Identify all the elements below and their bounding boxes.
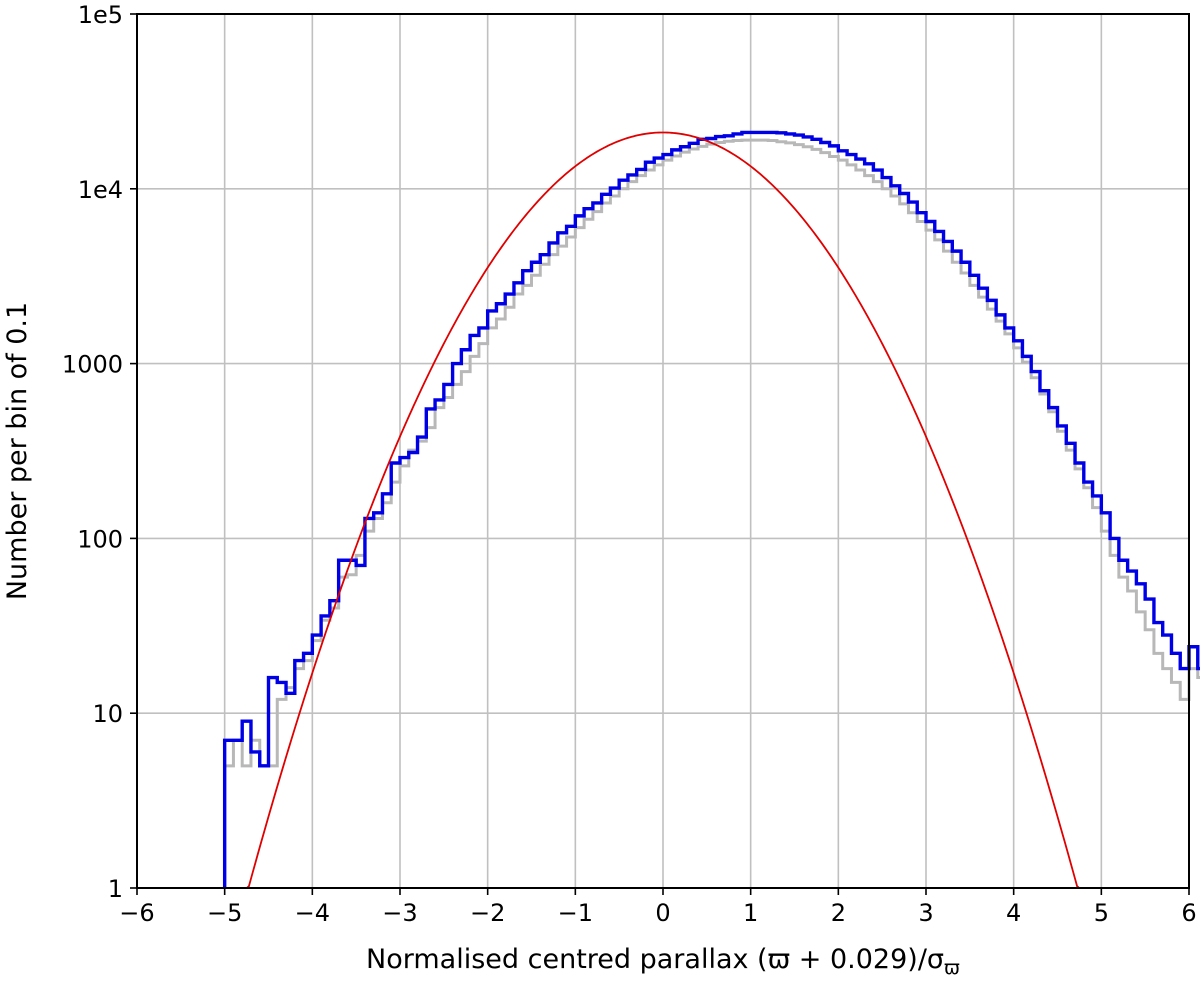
x-tick-label: −5 (207, 899, 242, 927)
x-tick-label: −2 (470, 899, 505, 927)
grid (136, 13, 1190, 889)
y-axis-label: Number per bin of 0.1 (2, 302, 33, 600)
y-tick-label: 1e4 (78, 176, 123, 204)
series-layer (222, 130, 1200, 889)
x-tick-label: 3 (918, 899, 933, 927)
axis-ticks (130, 13, 1190, 895)
x-axis-label: Normalised centred parallax (ϖ + 0.029)/… (366, 944, 960, 979)
red-gaussian-fit (240, 131, 1086, 889)
x-axis-label-subscript: ϖ (944, 957, 960, 979)
x-tick-label: −6 (119, 899, 154, 927)
x-tick-label: −1 (558, 899, 593, 927)
x-tick-labels: −6 −5 −4 −3 −2 −1 0 1 2 3 4 5 6 (119, 899, 1196, 927)
y-tick-label: 1 (108, 875, 123, 903)
x-tick-label: 0 (655, 899, 670, 927)
y-tick-label: 1e5 (78, 1, 123, 29)
x-tick-label: 1 (743, 899, 758, 927)
y-tick-label: 10 (92, 700, 123, 728)
x-tick-label: −4 (295, 899, 330, 927)
x-tick-label: 2 (831, 899, 846, 927)
blue-histogram (222, 130, 1200, 888)
x-tick-label: 5 (1094, 899, 1109, 927)
y-tick-label: 100 (77, 525, 123, 553)
grey-histogram (223, 138, 1200, 888)
y-tick-label: 1000 (62, 351, 123, 379)
x-tick-label: −3 (382, 899, 417, 927)
y-tick-labels: 1 10 100 1000 1e4 1e5 (62, 1, 123, 903)
x-tick-label: 6 (1181, 899, 1196, 927)
x-tick-label: 4 (1006, 899, 1021, 927)
